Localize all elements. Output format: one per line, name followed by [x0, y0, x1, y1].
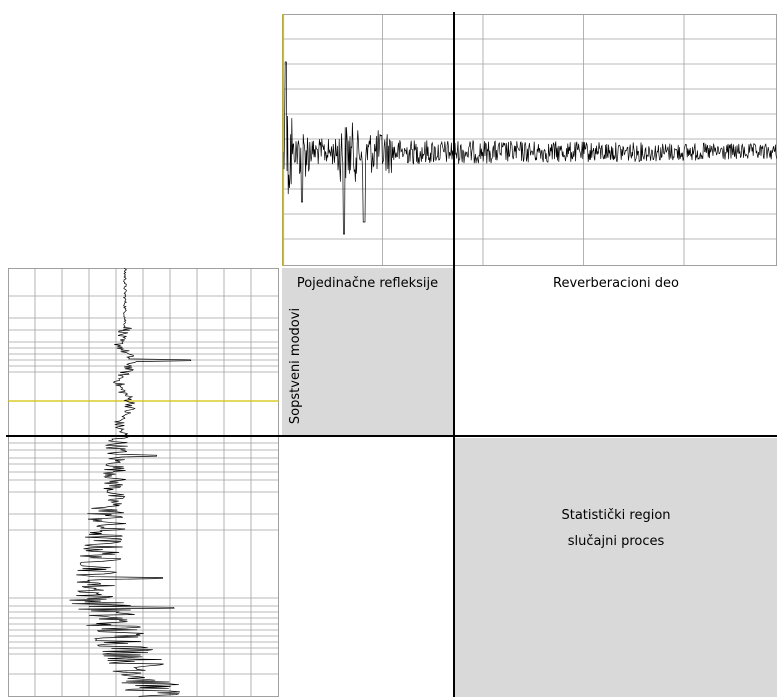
top-plot-frame — [282, 14, 777, 266]
eigenmodes-label: Sopstveni modovi — [288, 307, 303, 425]
impulse-response-time-plot — [282, 14, 777, 266]
statistical-region-label-line1: Statistički region — [561, 508, 671, 523]
energy-decay-signal — [69, 268, 192, 697]
reverberation-part-label: Reverberacioni deo — [553, 276, 679, 291]
energy-decay-vertical-plot — [8, 268, 279, 697]
left-plot-frame — [8, 268, 279, 697]
horizontal-divider — [6, 435, 777, 437]
statistical-region-label-line2: slučajni proces — [567, 534, 665, 549]
single-reflections-region — [282, 268, 453, 436]
single-reflections-label: Pojedinačne refleksije — [296, 276, 439, 291]
statistical-region — [455, 438, 777, 697]
vertical-divider — [453, 12, 455, 697]
impulse-response-signal — [283, 61, 777, 235]
